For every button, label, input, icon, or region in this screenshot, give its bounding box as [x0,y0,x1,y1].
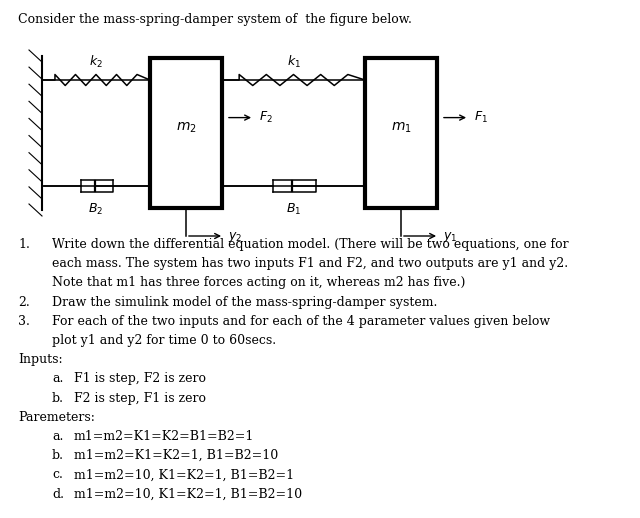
Text: Consider the mass-spring-damper system of  the figure below.: Consider the mass-spring-damper system o… [18,13,412,26]
Text: $k_1$: $k_1$ [287,54,301,70]
Bar [365,58,437,208]
Text: b.: b. [52,392,64,405]
Text: F2 is step, F1 is zero: F2 is step, F1 is zero [74,392,206,405]
Text: a.: a. [52,372,63,385]
Text: a.: a. [52,430,63,443]
Text: $F_2$: $F_2$ [259,110,273,125]
Text: Inputs:: Inputs: [18,353,63,366]
Text: m1=m2=10, K1=K2=1, B1=B2=1: m1=m2=10, K1=K2=1, B1=B2=1 [74,468,294,481]
Text: 2.: 2. [18,296,29,309]
Text: $y_1$: $y_1$ [443,230,458,244]
Text: 3.: 3. [18,315,30,328]
Text: m1=m2=K1=K2=B1=B2=1: m1=m2=K1=K2=B1=B2=1 [74,430,254,443]
Text: plot y1 and y2 for time 0 to 60secs.: plot y1 and y2 for time 0 to 60secs. [52,334,276,347]
Text: $m_2$: $m_2$ [175,121,196,135]
Text: $y_2$: $y_2$ [228,230,243,244]
Text: $B_2$: $B_2$ [88,202,104,217]
Text: F1 is step, F2 is zero: F1 is step, F2 is zero [74,372,206,385]
Text: Write down the differential equation model. (There will be two equations, one fo: Write down the differential equation mod… [52,238,568,251]
Text: m1=m2=10, K1=K2=1, B1=B2=10: m1=m2=10, K1=K2=1, B1=B2=10 [74,487,302,500]
Text: Note that m1 has three forces acting on it, whereas m2 has five.): Note that m1 has three forces acting on … [52,277,465,290]
Text: For each of the two inputs and for each of the 4 parameter values given below: For each of the two inputs and for each … [52,315,550,328]
Text: c.: c. [52,468,63,481]
Text: $F_1$: $F_1$ [474,110,488,125]
Text: $m_1$: $m_1$ [390,121,412,135]
Text: d.: d. [52,487,64,500]
Text: Paremeters:: Paremeters: [18,411,95,424]
Text: each mass. The system has two inputs F1 and F2, and two outputs are y1 and y2.: each mass. The system has two inputs F1 … [52,257,568,270]
Text: m1=m2=K1=K2=1, B1=B2=10: m1=m2=K1=K2=1, B1=B2=10 [74,449,278,462]
Text: 1.: 1. [18,238,30,251]
Text: Draw the simulink model of the mass-spring-damper system.: Draw the simulink model of the mass-spri… [52,296,437,309]
Text: $k_2$: $k_2$ [89,54,103,70]
Text: b.: b. [52,449,64,462]
Bar [150,58,222,208]
Text: $B_1$: $B_1$ [286,202,301,217]
